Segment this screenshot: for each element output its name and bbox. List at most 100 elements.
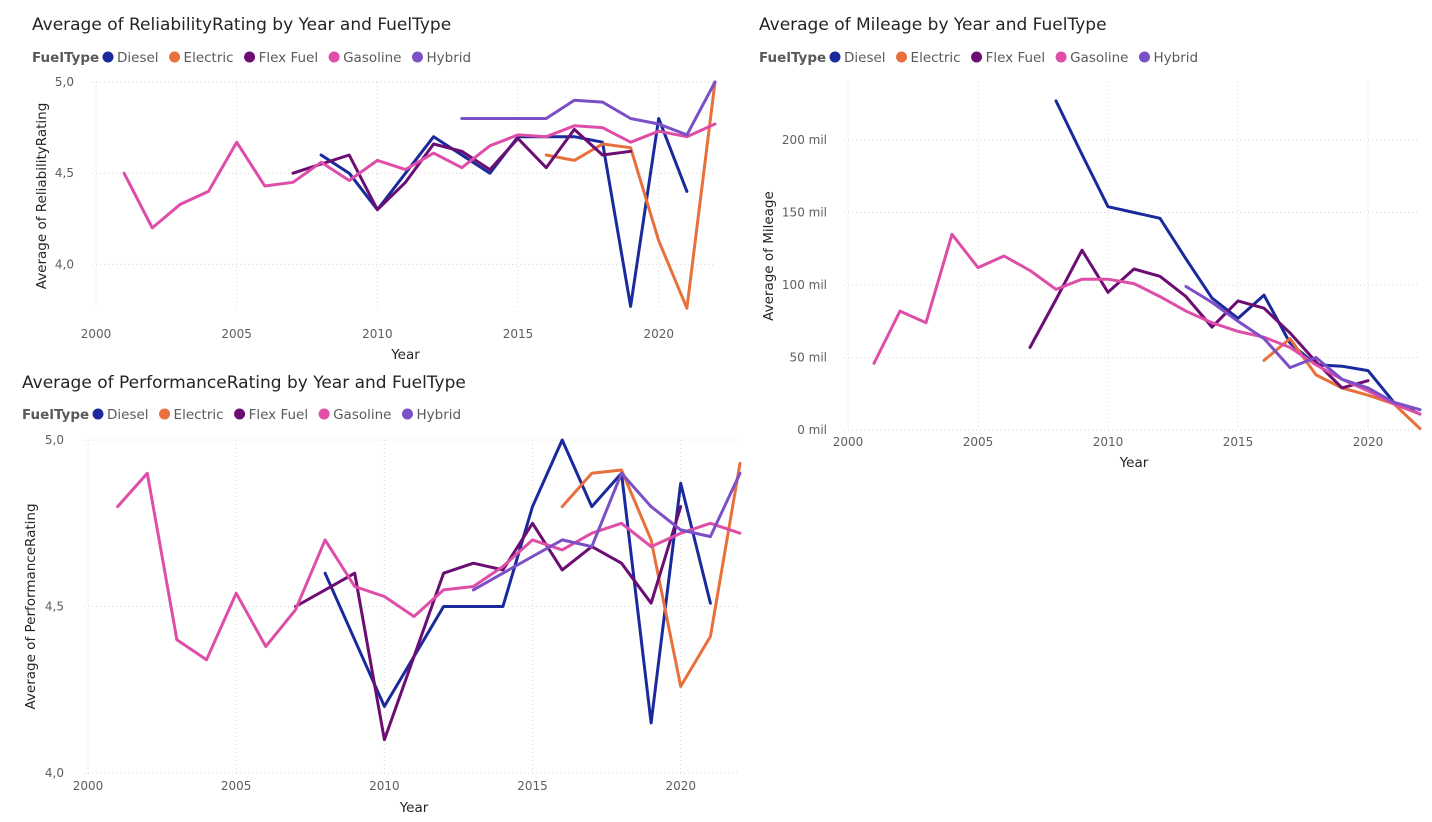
performance-x-tick-label: 2015 xyxy=(517,779,548,793)
mileage-series-line-gasoline[interactable] xyxy=(872,232,1422,416)
reliability-x-axis-title: Year xyxy=(390,347,420,363)
reliability-legend-marker-flex-fuel xyxy=(244,51,256,63)
mileage-x-tick-label: 2015 xyxy=(1223,435,1254,449)
performance-legend-item-electric[interactable]: Electric xyxy=(159,407,224,423)
performance-legend-marker-hybrid xyxy=(401,408,413,420)
performance-x-axis-title: Year xyxy=(399,800,429,816)
mileage-legend-marker-flex-fuel xyxy=(971,51,983,63)
mileage-y-tick-label: 200 mil xyxy=(782,133,827,147)
reliability-y-axis-title: Average of ReliabilityRating xyxy=(34,103,50,290)
performance-legend-label-gasoline: Gasoline xyxy=(333,407,391,423)
performance-y-tick-label: 4,0 xyxy=(45,766,64,780)
mileage-legend-marker-diesel xyxy=(829,51,841,63)
reliability-y-tick-label: 4,0 xyxy=(55,257,74,271)
reliability-legend-marker-gasoline xyxy=(328,51,340,63)
performance-x-tick-label: 2010 xyxy=(369,779,400,793)
mileage-y-tick-label: 150 mil xyxy=(782,206,827,220)
mileage-x-tick-label: 2020 xyxy=(1353,435,1384,449)
mileage-legend-marker-hybrid xyxy=(1138,51,1150,63)
mileage-chart: Average of Mileage by Year and FuelType F… xyxy=(759,15,1422,471)
performance-series-line-electric[interactable] xyxy=(560,461,742,688)
mileage-series-line-flex-fuel[interactable] xyxy=(1028,248,1370,390)
reliability-legend-item-hybrid[interactable]: Hybrid xyxy=(411,50,471,66)
reliability-legend-item-electric[interactable]: Electric xyxy=(169,50,234,66)
reliability-legend-label-gasoline: Gasoline xyxy=(343,50,401,66)
mileage-y-tick-label: 0 mil xyxy=(797,423,827,437)
performance-y-axis-title: Average of PerformanceRating xyxy=(23,503,39,709)
performance-legend-label-flex-fuel: Flex Fuel xyxy=(249,407,309,423)
mileage-x-tick-label: 2010 xyxy=(1093,435,1124,449)
reliability-chart-title: Average of ReliabilityRating by Year and… xyxy=(32,15,451,35)
mileage-legend-item-electric[interactable]: Electric xyxy=(896,50,961,66)
performance-legend-title: FuelType xyxy=(22,407,89,423)
performance-series-line-hybrid[interactable] xyxy=(471,471,742,592)
performance-x-tick-label: 2020 xyxy=(665,779,696,793)
mileage-legend-label-gasoline: Gasoline xyxy=(1070,50,1128,66)
reliability-legend-label-flex-fuel: Flex Fuel xyxy=(259,50,319,66)
performance-chart-title: Average of PerformanceRating by Year and… xyxy=(22,373,466,393)
performance-x-tick-label: 2000 xyxy=(73,779,104,793)
reliability-legend-label-electric: Electric xyxy=(184,50,234,66)
performance-legend-marker-flex-fuel xyxy=(234,408,246,420)
performance-legend-item-diesel[interactable]: Diesel xyxy=(92,407,149,423)
performance-series-line-gasoline[interactable] xyxy=(116,471,742,662)
reliability-series-line-diesel[interactable] xyxy=(319,117,689,308)
reliability-legend: FuelType Diesel Electric Flex Fuel Gasoline H… xyxy=(32,50,471,66)
performance-x-tick-label: 2005 xyxy=(221,779,252,793)
reliability-legend-label-diesel: Diesel xyxy=(117,50,159,66)
mileage-legend-marker-gasoline xyxy=(1055,51,1067,63)
reliability-y-tick-label: 4,5 xyxy=(55,166,74,180)
mileage-x-tick-label: 2005 xyxy=(963,435,994,449)
mileage-legend-item-diesel[interactable]: Diesel xyxy=(829,50,886,66)
reliability-legend-marker-electric xyxy=(169,51,181,63)
mileage-x-axis-title: Year xyxy=(1119,455,1149,471)
reliability-x-tick-label: 2020 xyxy=(643,327,674,341)
mileage-y-tick-label: 100 mil xyxy=(782,278,827,292)
reliability-legend-item-diesel[interactable]: Diesel xyxy=(102,50,159,66)
reliability-x-tick-label: 2015 xyxy=(503,327,534,341)
performance-legend-item-gasoline[interactable]: Gasoline xyxy=(318,407,392,423)
mileage-legend-marker-electric xyxy=(896,51,908,63)
reliability-series-line-flex-fuel[interactable] xyxy=(291,127,633,212)
performance-chart: Average of PerformanceRating by Year and… xyxy=(22,373,742,816)
mileage-series-line-electric[interactable] xyxy=(1262,337,1422,431)
reliability-y-tick-label: 5,0 xyxy=(55,75,74,89)
mileage-legend-item-hybrid[interactable]: Hybrid xyxy=(1138,50,1198,66)
reliability-gridlines xyxy=(92,81,715,310)
mileage-legend-item-gasoline[interactable]: Gasoline xyxy=(1055,50,1129,66)
mileage-legend-label-hybrid: Hybrid xyxy=(1153,50,1198,66)
mileage-legend-item-flex-fuel[interactable]: Flex Fuel xyxy=(971,50,1045,66)
performance-gridlines xyxy=(84,439,740,774)
mileage-legend: FuelType Diesel Electric Flex Fuel Gasoline H… xyxy=(759,50,1198,66)
performance-legend-label-electric: Electric xyxy=(174,407,224,423)
reliability-legend-label-hybrid: Hybrid xyxy=(426,50,471,66)
reliability-x-tick-label: 2010 xyxy=(362,327,393,341)
mileage-y-tick-label: 50 mil xyxy=(790,351,827,365)
reliability-series-line-electric[interactable] xyxy=(544,80,717,310)
performance-legend-label-diesel: Diesel xyxy=(107,407,149,423)
mileage-series-line-hybrid[interactable] xyxy=(1184,285,1422,412)
performance-legend-item-flex-fuel[interactable]: Flex Fuel xyxy=(234,407,308,423)
mileage-legend-label-flex-fuel: Flex Fuel xyxy=(986,50,1046,66)
mileage-series-line-diesel[interactable] xyxy=(1054,99,1422,416)
reliability-chart: Average of ReliabilityRating by Year and… xyxy=(32,15,717,363)
reliability-legend-marker-hybrid xyxy=(411,51,423,63)
performance-legend-marker-diesel xyxy=(92,408,104,420)
reliability-x-tick-label: 2000 xyxy=(81,327,112,341)
performance-legend-marker-gasoline xyxy=(318,408,330,420)
performance-legend-item-hybrid[interactable]: Hybrid xyxy=(401,407,461,423)
performance-legend-label-hybrid: Hybrid xyxy=(416,407,461,423)
reliability-legend-title: FuelType xyxy=(32,50,99,66)
mileage-y-axis-title: Average of Mileage xyxy=(761,191,777,321)
mileage-legend-label-electric: Electric xyxy=(911,50,961,66)
reliability-legend-item-flex-fuel[interactable]: Flex Fuel xyxy=(244,50,318,66)
performance-series-line-diesel[interactable] xyxy=(323,438,712,725)
reliability-series-line-hybrid[interactable] xyxy=(460,80,717,137)
reliability-legend-item-gasoline[interactable]: Gasoline xyxy=(328,50,402,66)
performance-legend-marker-electric xyxy=(159,408,171,420)
reliability-series-line-gasoline[interactable] xyxy=(122,122,717,230)
performance-y-tick-label: 4,5 xyxy=(45,600,64,614)
reliability-legend-marker-diesel xyxy=(102,51,114,63)
performance-series-line-flex-fuel[interactable] xyxy=(294,505,683,742)
